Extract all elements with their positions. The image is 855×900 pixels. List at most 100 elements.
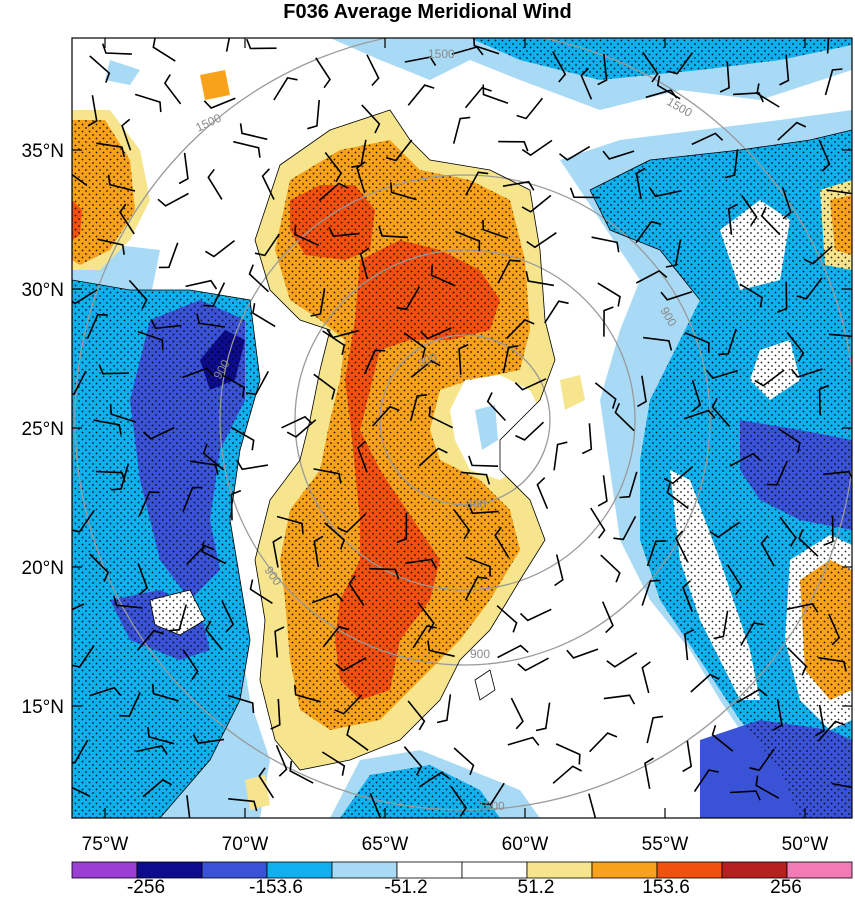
wind-barb: [418, 447, 448, 467]
wind-barb: [107, 174, 136, 192]
wind-barb: [119, 692, 141, 718]
wind-barb: [684, 332, 710, 353]
colorbar-swatch: [526, 861, 593, 879]
wind-barb: [404, 56, 437, 67]
wind-barb: [101, 43, 132, 55]
wind-barb: [787, 647, 808, 676]
wind-barb: [163, 74, 182, 105]
wind-barb: [796, 277, 823, 300]
wind-barb: [663, 465, 694, 485]
wind-barb: [779, 54, 790, 86]
wind-barb: [515, 421, 545, 441]
wind-barb: [196, 313, 226, 328]
wind-barb: [72, 370, 87, 395]
wind-barb: [597, 475, 608, 507]
wind-barb: [182, 649, 199, 680]
wind-barb: [641, 661, 651, 694]
wind-barb: [590, 507, 606, 539]
wind-barb: [189, 460, 219, 475]
wind-barb: [182, 367, 215, 379]
wind-barb: [307, 99, 320, 130]
wind-barb: [675, 530, 689, 562]
wind-barb: [147, 726, 175, 745]
lon-label-70w: 70°W: [222, 834, 269, 855]
wind-barb: [310, 288, 326, 317]
wind-barb: [691, 132, 724, 146]
wind-barb: [89, 686, 122, 697]
colorbar-swatch: [136, 861, 203, 879]
wind-barb: [729, 790, 761, 801]
lat-label-20n: 20°N: [22, 558, 64, 579]
wind-barb: [803, 245, 833, 265]
wind-barb: [109, 404, 137, 423]
contour-label-1500-top: 1500: [428, 47, 455, 61]
wind-barb: [138, 491, 160, 517]
wind-barb: [230, 489, 242, 521]
wind-barb: [142, 426, 175, 440]
wind-barb: [711, 397, 731, 428]
wind-barb: [665, 239, 682, 268]
wind-barb: [600, 554, 621, 583]
wind-barb: [772, 699, 783, 731]
wind-barb: [691, 379, 702, 412]
wind-barb: [113, 595, 143, 609]
wind-barb: [403, 332, 427, 358]
wind-barb: [407, 84, 435, 106]
wind-barb: [580, 67, 593, 100]
wind-barb: [335, 657, 367, 672]
wind-barb: [225, 38, 231, 52]
colorbar-label-neg153: -153.6: [249, 877, 303, 898]
wind-barb: [385, 139, 413, 162]
wind-barb: [202, 443, 225, 471]
wind-barb: [313, 535, 324, 568]
wind-barb: [152, 38, 176, 62]
wind-barb: [597, 282, 621, 307]
wind-barb: [281, 415, 313, 429]
wind-barb: [790, 368, 823, 378]
colorbar-label-neg51: -51.2: [384, 877, 427, 898]
wind-barb: [356, 161, 366, 194]
wind-barb: [552, 765, 582, 784]
wind-barb: [258, 767, 275, 799]
wind-barb: [97, 238, 125, 255]
wind-barb: [660, 291, 693, 301]
wind-barb: [72, 786, 90, 797]
wind-barb: [430, 265, 456, 287]
longitude-axis: [104, 38, 806, 818]
wind-barb: [739, 283, 763, 308]
wind-barb: [818, 139, 831, 172]
wind-barb: [322, 625, 349, 648]
lon-label-55w: 55°W: [642, 834, 689, 855]
colorbar-swatch: [71, 861, 138, 879]
wind-barb: [315, 57, 331, 89]
colorbar-swatch: [461, 861, 528, 879]
wind-barb: [428, 406, 454, 429]
wind-barb: [776, 282, 788, 314]
wind-barb: [157, 192, 189, 207]
wind-barbs: [72, 38, 852, 818]
wind-barb: [798, 528, 819, 557]
lat-label-35n: 35°N: [22, 141, 64, 162]
wind-barb: [817, 720, 846, 742]
wind-barb: [683, 409, 716, 420]
wind-barb: [569, 187, 601, 199]
wind-barb: [192, 734, 225, 745]
wind-barb: [544, 300, 569, 324]
wind-barb: [588, 793, 597, 818]
wind-barb: [619, 471, 638, 499]
wind-barb: [230, 426, 255, 451]
contour-label-900-s: 900: [470, 647, 490, 661]
wind-barb: [510, 697, 524, 730]
wind-barb: [760, 535, 775, 567]
wind-barb: [502, 180, 535, 191]
wind-barb: [119, 203, 135, 235]
wind-barb: [656, 75, 681, 100]
wind-barb: [369, 792, 382, 818]
wind-barb: [566, 648, 599, 659]
wind-barb: [452, 116, 471, 144]
wind-barb: [601, 601, 614, 634]
wind-barb: [328, 226, 360, 237]
wind-barb: [554, 554, 564, 587]
wind-barb: [779, 516, 797, 547]
wind-barb: [526, 232, 557, 249]
